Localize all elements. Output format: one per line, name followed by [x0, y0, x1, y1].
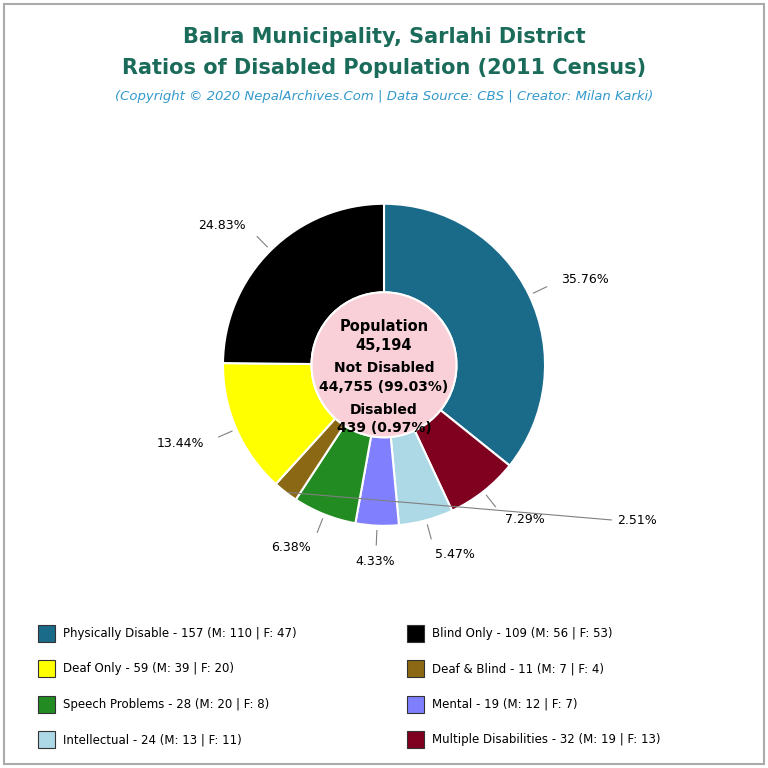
Text: Intellectual - 24 (M: 13 | F: 11): Intellectual - 24 (M: 13 | F: 11)	[63, 733, 242, 746]
Wedge shape	[296, 425, 371, 523]
Wedge shape	[223, 204, 384, 364]
Text: Disabled: Disabled	[350, 403, 418, 417]
Wedge shape	[415, 410, 510, 511]
Text: (Copyright © 2020 NepalArchives.Com | Data Source: CBS | Creator: Milan Karki): (Copyright © 2020 NepalArchives.Com | Da…	[115, 90, 653, 103]
Wedge shape	[223, 363, 336, 484]
Text: 5.47%: 5.47%	[435, 548, 475, 561]
Wedge shape	[356, 436, 399, 526]
Text: Speech Problems - 28 (M: 20 | F: 8): Speech Problems - 28 (M: 20 | F: 8)	[63, 698, 270, 710]
Text: 44,755 (99.03%): 44,755 (99.03%)	[319, 380, 449, 394]
Text: 13.44%: 13.44%	[157, 437, 204, 450]
Text: 45,194: 45,194	[356, 338, 412, 353]
Circle shape	[312, 293, 456, 437]
Text: 2.51%: 2.51%	[617, 514, 657, 527]
Wedge shape	[384, 204, 545, 465]
Text: Balra Municipality, Sarlahi District: Balra Municipality, Sarlahi District	[183, 27, 585, 47]
Text: Deaf & Blind - 11 (M: 7 | F: 4): Deaf & Blind - 11 (M: 7 | F: 4)	[432, 663, 604, 675]
Wedge shape	[391, 431, 452, 525]
Text: Blind Only - 109 (M: 56 | F: 53): Blind Only - 109 (M: 56 | F: 53)	[432, 627, 612, 640]
Text: Ratios of Disabled Population (2011 Census): Ratios of Disabled Population (2011 Cens…	[122, 58, 646, 78]
Text: Not Disabled: Not Disabled	[334, 361, 434, 375]
Text: Multiple Disabilities - 32 (M: 19 | F: 13): Multiple Disabilities - 32 (M: 19 | F: 1…	[432, 733, 660, 746]
Text: Mental - 19 (M: 12 | F: 7): Mental - 19 (M: 12 | F: 7)	[432, 698, 577, 710]
Text: Physically Disable - 157 (M: 110 | F: 47): Physically Disable - 157 (M: 110 | F: 47…	[63, 627, 296, 640]
Text: 7.29%: 7.29%	[505, 513, 545, 526]
Text: Population: Population	[339, 319, 429, 333]
Wedge shape	[276, 419, 344, 499]
Text: 439 (0.97%): 439 (0.97%)	[336, 421, 432, 435]
Text: 4.33%: 4.33%	[356, 554, 396, 568]
Text: 35.76%: 35.76%	[561, 273, 609, 286]
Text: 6.38%: 6.38%	[272, 541, 311, 554]
Text: Deaf Only - 59 (M: 39 | F: 20): Deaf Only - 59 (M: 39 | F: 20)	[63, 663, 234, 675]
Text: 24.83%: 24.83%	[198, 219, 246, 232]
